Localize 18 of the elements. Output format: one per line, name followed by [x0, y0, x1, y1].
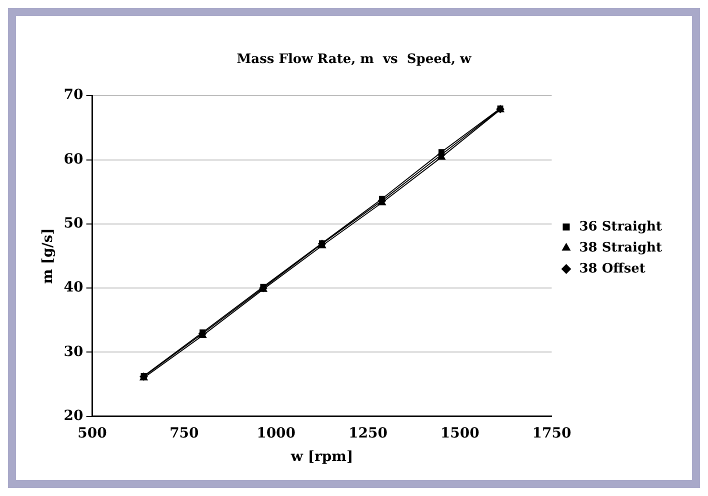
x-tick-label: 1500: [440, 425, 480, 442]
x-tick-label: 1750: [532, 425, 572, 442]
legend-label: 38 Offset: [579, 261, 646, 276]
x-tick-label: 500: [78, 425, 108, 442]
y-tick-label: 20: [64, 408, 84, 424]
y-tick-label: 30: [64, 344, 84, 360]
legend-label: 36 Straight: [579, 219, 662, 234]
y-tick-label: 40: [64, 280, 84, 296]
y-tick-label: 50: [64, 216, 84, 232]
x-tick-label: 1250: [348, 425, 388, 442]
legend-label: 38 Straight: [579, 240, 662, 256]
x-axis-title: w [rpm]: [290, 449, 354, 466]
y-tick-label: 70: [64, 87, 84, 104]
y-axis-title: m [g/s]: [40, 228, 56, 284]
x-tick-label: 1000: [256, 425, 296, 442]
chart-title: Mass Flow Rate, m vs Speed, w: [236, 52, 472, 68]
y-tick-label: 60: [64, 151, 84, 168]
x-tick-label: 750: [170, 425, 200, 442]
